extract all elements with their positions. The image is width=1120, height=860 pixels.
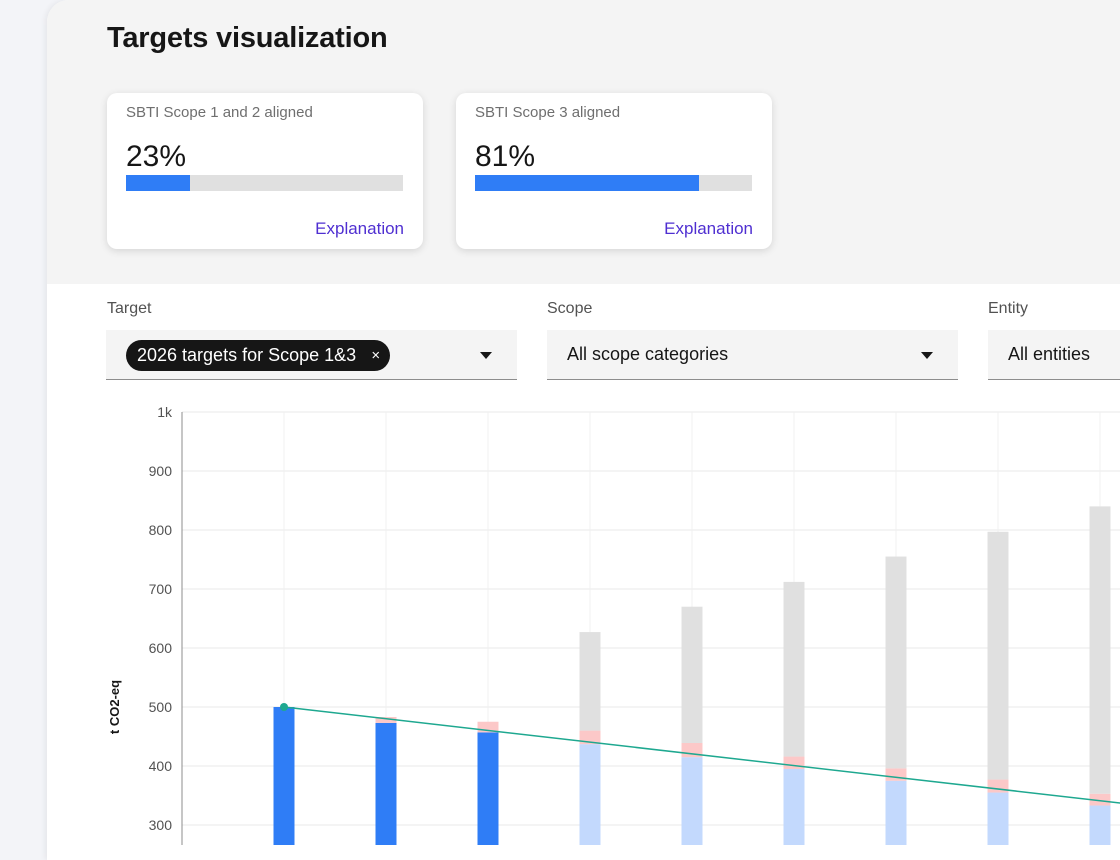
target-tag-label: 2026 targets for Scope 1&3 <box>137 345 357 365</box>
card-value: 23% <box>126 140 187 173</box>
bar-actual <box>273 707 295 845</box>
chevron-down-icon <box>480 352 492 359</box>
target-tag: 2026 targets for Scope 1&3 × <box>126 340 391 371</box>
scope-select-value: All scope categories <box>567 344 729 364</box>
target-select[interactable]: 2026 targets for Scope 1&3 × <box>106 330 517 380</box>
card-value: 81% <box>475 140 536 173</box>
progress-bar-fill <box>475 175 700 191</box>
bar-projected <box>987 792 1009 845</box>
scope-filter-label: Scope <box>547 300 593 317</box>
page-title: Targets visualization <box>107 22 388 54</box>
card-label: SBTI Scope 3 aligned <box>475 104 621 121</box>
summary-section: Targets visualization SBTI Scope 1 and 2… <box>47 0 1120 284</box>
y-tick-label: 1k <box>157 404 173 420</box>
y-tick-label: 900 <box>149 463 173 479</box>
y-tick-label: 400 <box>149 758 173 774</box>
y-tick-label: 600 <box>149 640 173 656</box>
bar-remainder <box>579 632 601 731</box>
entity-select-value: All entities <box>1008 344 1091 364</box>
bar-projected <box>681 757 703 845</box>
main-panel: Targets visualization SBTI Scope 1 and 2… <box>47 0 1120 860</box>
sbti-scope-1-2-card: SBTI Scope 1 and 2 aligned 23% Explanati… <box>107 93 423 249</box>
emissions-chart: 300 400 500 600 700 800 900 1k t CO2-eq <box>107 404 1120 845</box>
explanation-link[interactable]: Explanation <box>315 219 404 238</box>
bar-projected <box>783 768 805 845</box>
target-line <box>283 706 1120 804</box>
progress-bar <box>126 175 403 191</box>
bar-projected <box>579 744 601 845</box>
bar-remainder <box>681 606 703 743</box>
bar-remainder <box>885 556 907 769</box>
bar-actual <box>375 722 397 845</box>
y-tick-label: 500 <box>149 699 173 715</box>
explanation-link[interactable]: Explanation <box>664 219 753 238</box>
target-start-point <box>280 703 288 711</box>
entity-select[interactable]: All entities <box>988 330 1120 380</box>
bar-remainder <box>1089 506 1111 794</box>
remove-tag-icon[interactable]: × <box>371 347 381 364</box>
y-tick-label: 700 <box>149 581 173 597</box>
y-axis-label: t CO2-eq <box>107 680 122 734</box>
bar-actual <box>477 732 499 845</box>
bar-overshoot <box>579 730 601 745</box>
bar-remainder <box>987 531 1009 780</box>
sbti-scope-3-card: SBTI Scope 3 aligned 81% Explanation <box>456 93 772 249</box>
progress-bar <box>475 175 752 191</box>
bar-overshoot <box>477 721 499 733</box>
bar-remainder <box>783 581 805 757</box>
bar-overshoot <box>885 768 907 781</box>
progress-bar-fill <box>126 175 190 191</box>
bar-projected <box>1089 805 1111 845</box>
scope-select[interactable]: All scope categories <box>547 330 958 380</box>
card-label: SBTI Scope 1 and 2 aligned <box>126 104 313 121</box>
bar-projected <box>885 780 907 845</box>
target-filter-label: Target <box>107 300 152 317</box>
y-tick-label: 800 <box>149 522 173 538</box>
bar-overshoot <box>1089 793 1111 806</box>
chevron-down-icon <box>921 352 933 359</box>
y-tick-label: 300 <box>149 817 173 833</box>
bar-overshoot <box>375 717 397 723</box>
entity-filter-label: Entity <box>988 300 1029 317</box>
